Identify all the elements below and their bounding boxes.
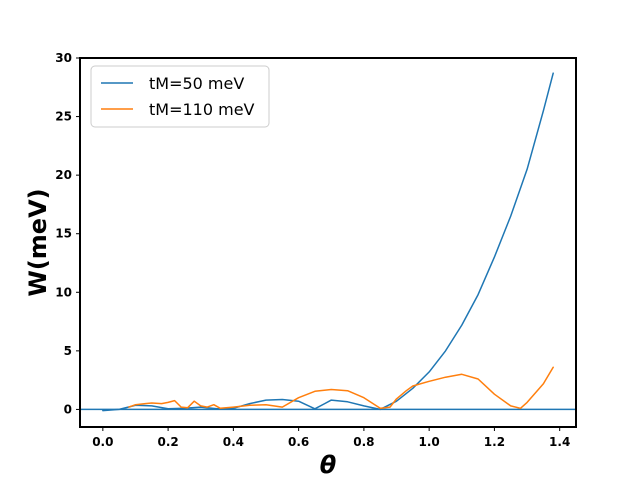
y-tick-label: 15 <box>55 227 72 241</box>
y-tick-label: 25 <box>55 110 72 124</box>
y-tick-label: 30 <box>55 51 72 65</box>
x-axis-label: θ <box>320 451 337 479</box>
x-tick-label: 0.6 <box>288 435 309 449</box>
x-tick-label: 1.0 <box>419 435 440 449</box>
x-tick-label: 1.4 <box>549 435 570 449</box>
x-tick-label: 0.0 <box>92 435 113 449</box>
x-tick-label: 0.2 <box>157 435 178 449</box>
y-axis-label: W(meV) <box>24 188 52 296</box>
x-tick-label: 0.4 <box>223 435 244 449</box>
y-tick-label: 0 <box>64 402 72 416</box>
x-tick-label: 1.2 <box>484 435 505 449</box>
x-tick-label: 0.8 <box>353 435 374 449</box>
y-tick-label: 10 <box>55 285 72 299</box>
legend-label: tM=50 meV <box>149 74 244 93</box>
plot-frame <box>79 57 577 428</box>
legend: tM=50 meV tM=110 meV <box>90 65 270 128</box>
series-line-1 <box>102 72 554 412</box>
legend-box <box>90 65 270 128</box>
y-tick-label: 5 <box>64 344 72 358</box>
y-tick-label: 20 <box>55 168 72 182</box>
legend-label: tM=110 meV <box>149 100 255 119</box>
series-line-2 <box>128 366 554 410</box>
